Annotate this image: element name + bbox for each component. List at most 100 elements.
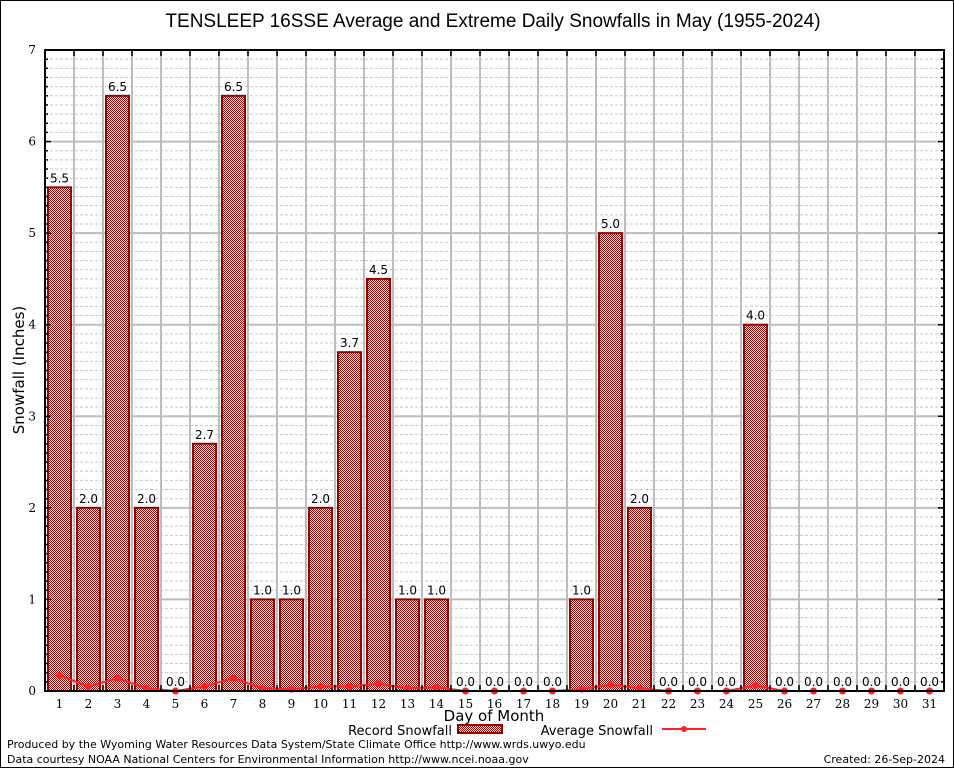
x-tick-label: 28 <box>835 697 850 711</box>
bar-day-6 <box>192 442 217 692</box>
legend-swatch-record <box>457 724 503 734</box>
x-tick-label: 22 <box>661 697 676 711</box>
y-axis-title: Snowfall (Inches) <box>10 306 28 434</box>
chart-title: TENSLEEP 16SSE Average and Extreme Daily… <box>165 11 820 32</box>
legend-label-average: Average Snowfall <box>541 724 653 739</box>
x-tick-label: 31 <box>922 697 937 711</box>
legend: Record Snowfall Average Snowfall <box>348 724 706 739</box>
grid <box>45 50 944 691</box>
data-label-day-16: 0.0 <box>485 675 504 689</box>
footer-data-courtesy: Data courtesy NOAA National Centers for … <box>7 753 529 766</box>
legend-label-record: Record Snowfall <box>348 724 452 739</box>
average-point-day-10 <box>317 682 324 690</box>
data-label-day-3: 6.5 <box>108 80 127 94</box>
x-tick-label: 23 <box>690 697 705 711</box>
bar-day-2 <box>76 506 101 692</box>
x-tick-label: 18 <box>545 697 560 711</box>
data-label-day-19: 1.0 <box>572 583 591 597</box>
x-tick-label: 7 <box>230 697 238 711</box>
x-tick-label: 16 <box>487 697 502 711</box>
bar-day-3 <box>105 94 130 693</box>
x-tick-label: 11 <box>342 697 357 711</box>
bar-day-4 <box>134 506 159 692</box>
data-label-day-13: 1.0 <box>398 583 417 597</box>
bars <box>47 94 768 693</box>
data-label-day-17: 0.0 <box>514 675 533 689</box>
x-tick-label: 26 <box>777 697 792 711</box>
data-label-day-11: 3.7 <box>340 336 359 350</box>
x-tick-label: 10 <box>313 697 328 711</box>
x-tick-label: 5 <box>172 697 180 711</box>
data-label-day-8: 1.0 <box>253 583 272 597</box>
y-tick-label: 3 <box>28 409 36 423</box>
average-point-day-7 <box>230 674 237 682</box>
x-tick-label: 2 <box>85 697 93 711</box>
average-point-day-2 <box>85 682 92 690</box>
bar-day-8 <box>250 598 275 693</box>
x-tick-label: 13 <box>400 697 415 711</box>
y-tick-label: 2 <box>28 501 36 515</box>
data-label-day-29: 0.0 <box>862 675 881 689</box>
bar-day-1 <box>47 186 72 692</box>
data-label-day-23: 0.0 <box>688 675 707 689</box>
y-tick-label: 0 <box>28 684 36 698</box>
data-label-day-6: 2.7 <box>195 428 214 442</box>
bar-day-7 <box>221 94 246 693</box>
average-point-day-3 <box>114 674 121 682</box>
x-tick-label: 3 <box>114 697 122 711</box>
data-label-day-4: 2.0 <box>137 492 156 506</box>
bar-day-19 <box>569 598 594 693</box>
x-tick-label: 25 <box>748 697 763 711</box>
bar-day-20 <box>598 232 623 692</box>
data-label-day-25: 4.0 <box>746 309 765 323</box>
bar-day-10 <box>308 506 333 692</box>
x-tick-label: 24 <box>719 697 735 711</box>
x-tick-label: 21 <box>632 697 647 711</box>
data-label-day-27: 0.0 <box>804 675 823 689</box>
average-point-day-20 <box>607 681 614 689</box>
x-tick-label: 17 <box>516 697 531 711</box>
footer-created: Created: 26-Sep-2024 <box>824 753 945 766</box>
data-label-day-26: 0.0 <box>775 675 794 689</box>
data-labels: 5.5 2.0 6.5 2.0 0.0 2.7 6.5 1.0 1.0 2.0 3.7 4.5 1.0 1… <box>50 80 939 689</box>
data-label-day-14: 1.0 <box>427 583 446 597</box>
bar-day-21 <box>627 506 652 692</box>
data-label-day-31: 0.0 <box>920 675 939 689</box>
data-label-day-21: 2.0 <box>630 492 649 506</box>
bar-day-25 <box>743 323 768 692</box>
y-tick-label: 6 <box>28 135 36 149</box>
x-axis-title: Day of Month <box>444 707 545 725</box>
data-label-day-7: 6.5 <box>224 80 243 94</box>
plot-border <box>44 49 945 692</box>
data-label-day-10: 2.0 <box>311 492 330 506</box>
x-tick-label: 14 <box>429 697 445 711</box>
x-tick-label: 15 <box>458 697 473 711</box>
x-tick-label: 8 <box>259 697 267 711</box>
data-label-day-22: 0.0 <box>659 675 678 689</box>
data-label-day-20: 5.0 <box>601 217 620 231</box>
data-label-day-5: 0.0 <box>166 675 185 689</box>
data-label-day-12: 4.5 <box>369 263 388 277</box>
bar-day-14 <box>424 598 449 693</box>
x-tick-label: 27 <box>806 697 821 711</box>
x-tick-label: 20 <box>603 697 618 711</box>
legend-swatch-average-marker <box>681 726 687 732</box>
y-tick-label: 5 <box>28 226 36 240</box>
x-tick-label: 6 <box>201 697 209 711</box>
data-label-day-28: 0.0 <box>833 675 852 689</box>
data-label-day-1: 5.5 <box>50 171 69 185</box>
data-label-day-9: 1.0 <box>282 583 301 597</box>
average-point-day-25 <box>752 682 759 690</box>
bar-day-11 <box>337 351 362 692</box>
x-tick-label: 4 <box>143 697 151 711</box>
bar-day-9 <box>279 598 304 693</box>
average-point-day-14 <box>433 683 440 691</box>
data-label-day-2: 2.0 <box>79 492 98 506</box>
x-tick-label: 30 <box>893 697 908 711</box>
average-point-day-6 <box>201 682 208 690</box>
average-point-day-1 <box>56 671 63 679</box>
x-tick-label: 19 <box>574 697 589 711</box>
data-label-day-30: 0.0 <box>891 675 910 689</box>
